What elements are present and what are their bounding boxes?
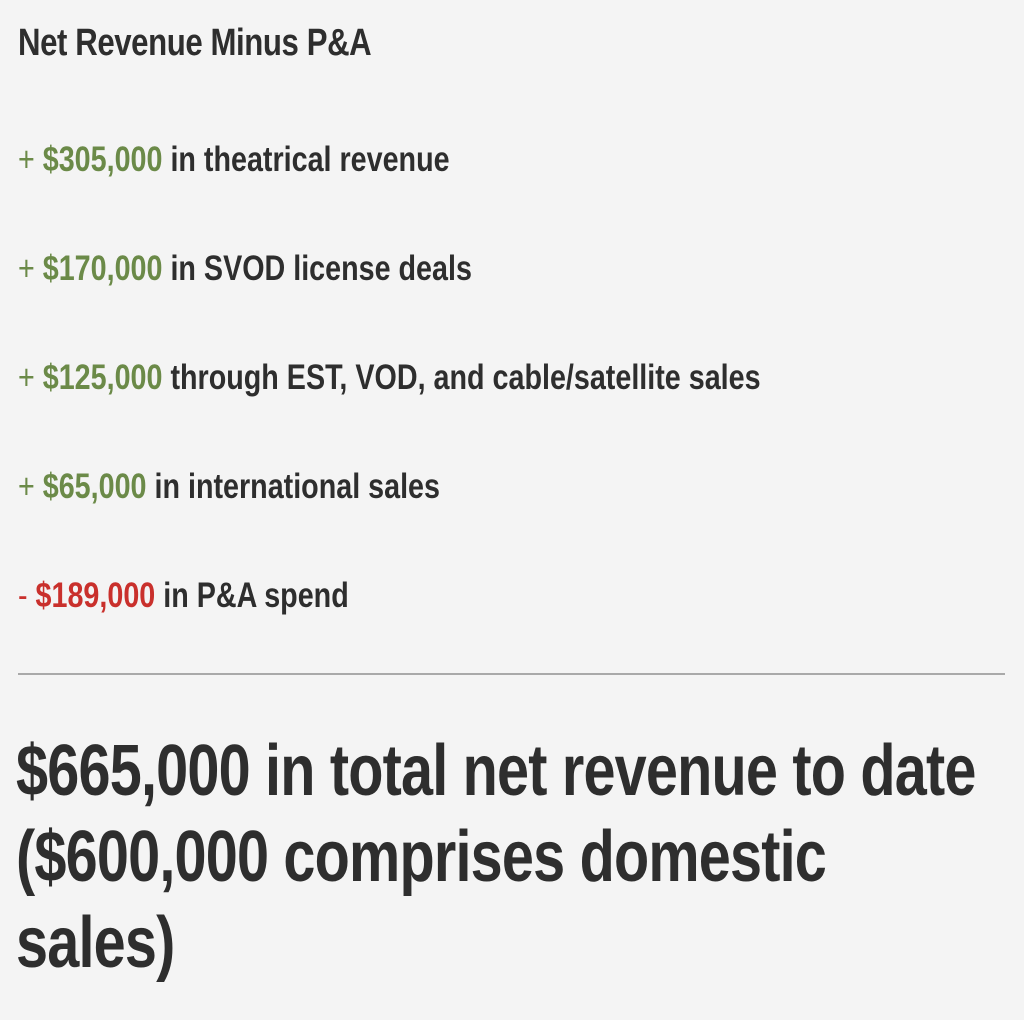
description: in international sales bbox=[154, 467, 440, 506]
minus-sign: - bbox=[18, 576, 28, 615]
plus-sign: + bbox=[18, 358, 35, 397]
line-item-theatrical: + $305,000 in theatrical revenue bbox=[18, 140, 450, 180]
description: through EST, VOD, and cable/satellite sa… bbox=[170, 358, 761, 397]
amount: $65,000 bbox=[42, 467, 147, 506]
description: in SVOD license deals bbox=[170, 249, 472, 288]
page-title: Net Revenue Minus P&A bbox=[18, 22, 372, 64]
line-item-international: + $65,000 in international sales bbox=[18, 467, 440, 507]
amount: $125,000 bbox=[42, 358, 163, 397]
divider bbox=[18, 673, 1005, 675]
total-net-revenue: $665,000 in total net revenue to date ($… bbox=[16, 731, 976, 983]
description: in theatrical revenue bbox=[170, 140, 450, 179]
amount: $170,000 bbox=[42, 249, 163, 288]
amount: $189,000 bbox=[35, 576, 156, 615]
line-item-pa-spend: - $189,000 in P&A spend bbox=[18, 576, 349, 616]
plus-sign: + bbox=[18, 140, 35, 179]
line-item-svod: + $170,000 in SVOD license deals bbox=[18, 249, 472, 289]
plus-sign: + bbox=[18, 249, 35, 288]
description: in P&A spend bbox=[163, 576, 349, 615]
plus-sign: + bbox=[18, 467, 35, 506]
amount: $305,000 bbox=[42, 140, 163, 179]
line-item-est-vod: + $125,000 through EST, VOD, and cable/s… bbox=[18, 358, 761, 398]
